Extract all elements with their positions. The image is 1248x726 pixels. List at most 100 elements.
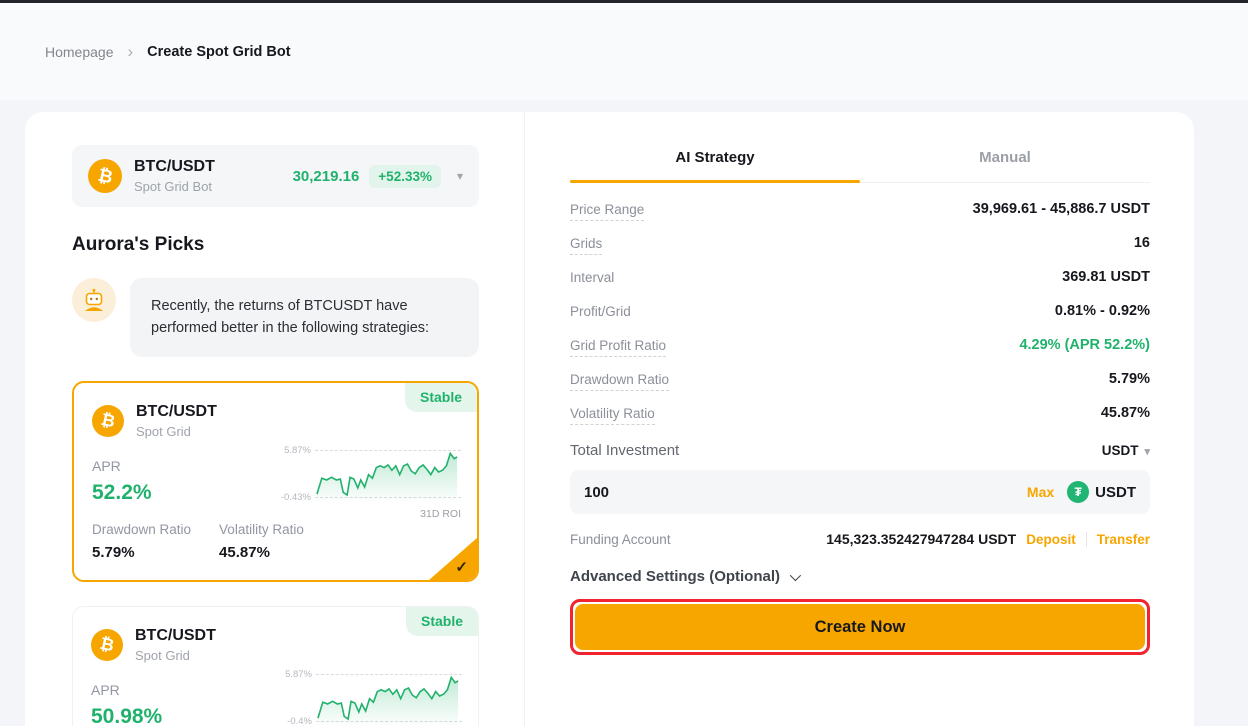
card-pair-row: ₿ BTC/USDT Spot Grid — [92, 403, 459, 439]
deposit-link[interactable]: Deposit — [1026, 531, 1076, 547]
apr-value: 52.2% — [92, 480, 152, 504]
param-label: Price Range — [570, 201, 645, 221]
create-now-button[interactable]: Create Now — [575, 604, 1145, 650]
card-pair-row: ₿ BTC/USDT Spot Grid — [91, 627, 460, 663]
currency-select[interactable]: USDT ▾ — [1102, 443, 1150, 458]
param-label: Drawdown Ratio — [570, 371, 670, 391]
window-top-edge — [0, 0, 1248, 3]
pair-names: BTC/USDT Spot Grid Bot — [134, 158, 215, 194]
usdt-icon: ₮ — [1067, 481, 1090, 503]
card-pair-title: BTC/USDT — [135, 626, 216, 644]
param-value: 369.81 USDT — [1062, 269, 1150, 285]
chart-caption: 31D ROI — [420, 507, 461, 520]
chart-high-label: 5.87% — [284, 444, 311, 456]
annotation-highlight-box: Create Now — [570, 599, 1150, 655]
advanced-settings-label: Advanced Settings (Optional) — [570, 568, 781, 585]
funding-account-label: Funding Account — [570, 531, 671, 547]
section-title: Aurora's Picks — [72, 234, 205, 255]
content-card: ₿ BTC/USDT Spot Grid Bot 30,219.16 +52.3… — [25, 112, 1194, 726]
sparkline-svg — [316, 665, 462, 726]
strategy-card-selected[interactable]: Stable ₿ BTC/USDT Spot Grid APR 52.2% 5.… — [72, 380, 479, 582]
param-value: 5.79% — [1108, 371, 1150, 387]
gridline — [316, 673, 462, 675]
param-row-drawdown-ratio: Drawdown Ratio 5.79% — [570, 362, 1150, 396]
chart-low-label: -0.4% — [287, 715, 312, 726]
stability-badge: Stable — [405, 606, 478, 636]
chevron-down-icon: ▾ — [1144, 446, 1150, 458]
strategy-tabs: AI Strategy Manual — [570, 136, 1150, 183]
param-value: 39,969.61 - 45,886.7 USDT — [972, 201, 1150, 217]
total-investment-label: Total Investment — [570, 442, 680, 459]
param-row-grid-profit-ratio: Grid Profit Ratio 4.29% (APR 52.2%) — [570, 328, 1150, 362]
roi-sparkline: 5.87% -0.4% 31D ROI — [270, 665, 462, 726]
advanced-settings-toggle[interactable]: Advanced Settings (Optional) — [570, 568, 1150, 585]
card-pair-title: BTC/USDT — [136, 402, 217, 420]
total-investment-header: Total Investment USDT ▾ — [570, 442, 1150, 459]
param-row-grids: Grids 16 — [570, 226, 1150, 260]
chart-high-label: 5.87% — [285, 668, 312, 680]
param-label: Grids — [570, 235, 603, 255]
chevron-right-icon: › — [127, 42, 134, 61]
param-row-volatility-ratio: Volatility Ratio 45.87% — [570, 396, 1150, 430]
gridline — [315, 449, 461, 451]
assistant-message-row: Recently, the returns of BTCUSDT have pe… — [72, 278, 479, 357]
breadcrumb-homepage-link[interactable]: Homepage — [45, 43, 114, 60]
param-label: Grid Profit Ratio — [570, 337, 667, 357]
volatility-value: 45.87% — [219, 543, 270, 561]
pair-subtitle: Spot Grid Bot — [134, 179, 213, 194]
transfer-link[interactable]: Transfer — [1096, 531, 1150, 547]
sparkline-svg — [315, 441, 461, 503]
drawdown-label: Drawdown Ratio — [92, 521, 192, 537]
tab-manual[interactable]: Manual — [979, 149, 1031, 166]
param-row-price-range: Price Range 39,969.61 - 45,886.7 USDT — [570, 192, 1150, 226]
investment-currency: USDT — [1095, 483, 1136, 501]
apr-label: APR — [91, 681, 120, 698]
tab-ai-strategy[interactable]: AI Strategy — [570, 136, 860, 183]
right-panel: AI Strategy Manual Price Range 39,969.61… — [525, 112, 1194, 726]
apr-label: APR — [92, 457, 121, 474]
pair-price-group: 30,219.16 +52.33% ▾ — [292, 164, 463, 188]
param-value: 4.29% (APR 52.2%) — [1019, 337, 1150, 353]
card-pair-type: Spot Grid — [136, 423, 191, 439]
card-ratios: Drawdown Ratio 5.79% Volatility Ratio 45… — [92, 522, 459, 561]
parameter-list: Price Range 39,969.61 - 45,886.7 USDT Gr… — [570, 192, 1150, 430]
volatility-label: Volatility Ratio — [219, 521, 304, 537]
investment-amount-box: Max ₮ USDT — [570, 470, 1150, 514]
pair-price: 30,219.16 — [292, 167, 360, 185]
divider — [1085, 531, 1087, 547]
btc-icon: ₿ — [91, 628, 123, 661]
pair-selector[interactable]: ₿ BTC/USDT Spot Grid Bot 30,219.16 +52.3… — [72, 145, 479, 207]
param-label: Interval — [570, 269, 615, 285]
main-area: ₿ BTC/USDT Spot Grid Bot 30,219.16 +52.3… — [0, 100, 1248, 726]
check-icon: ✓ — [455, 558, 468, 576]
page-title: Create Spot Grid Bot — [147, 43, 291, 60]
param-value: 16 — [1133, 235, 1150, 251]
apr-value: 50.98% — [91, 704, 163, 726]
left-panel: ₿ BTC/USDT Spot Grid Bot 30,219.16 +52.3… — [25, 112, 525, 726]
currency-select-value: USDT — [1101, 443, 1139, 458]
chart-low-label: -0.43% — [280, 491, 311, 503]
investment-amount-input[interactable] — [584, 483, 1027, 501]
param-value: 0.81% - 0.92% — [1054, 303, 1150, 319]
assistant-message: Recently, the returns of BTCUSDT have pe… — [130, 278, 479, 357]
card-pair-type: Spot Grid — [135, 647, 190, 663]
btc-icon: ₿ — [88, 159, 122, 193]
strategy-card[interactable]: Stable ₿ BTC/USDT Spot Grid APR 50.98% 5… — [72, 605, 479, 726]
chevron-down-icon — [789, 569, 802, 581]
stability-badge: Stable — [404, 382, 477, 412]
funding-balance: 145,323.352427947284 USDT — [826, 531, 1017, 547]
pair-change-badge: +52.33% — [369, 164, 441, 188]
btc-icon: ₿ — [92, 404, 124, 437]
pair-title: BTC/USDT — [134, 158, 215, 175]
param-value: 45.87% — [1100, 405, 1150, 421]
robot-icon — [72, 278, 116, 322]
param-label: Profit/Grid — [570, 303, 631, 319]
param-row-interval: Interval 369.81 USDT — [570, 260, 1150, 294]
max-button[interactable]: Max — [1026, 484, 1055, 500]
roi-sparkline: 5.87% -0.43% — [269, 441, 461, 520]
funding-account-row: Funding Account 145,323.352427947284 USD… — [570, 531, 1150, 547]
param-row-profit-grid: Profit/Grid 0.81% - 0.92% — [570, 294, 1150, 328]
param-label: Volatility Ratio — [570, 405, 655, 425]
chevron-down-icon: ▾ — [456, 169, 463, 183]
breadcrumb: Homepage › Create Spot Grid Bot — [0, 3, 1248, 100]
